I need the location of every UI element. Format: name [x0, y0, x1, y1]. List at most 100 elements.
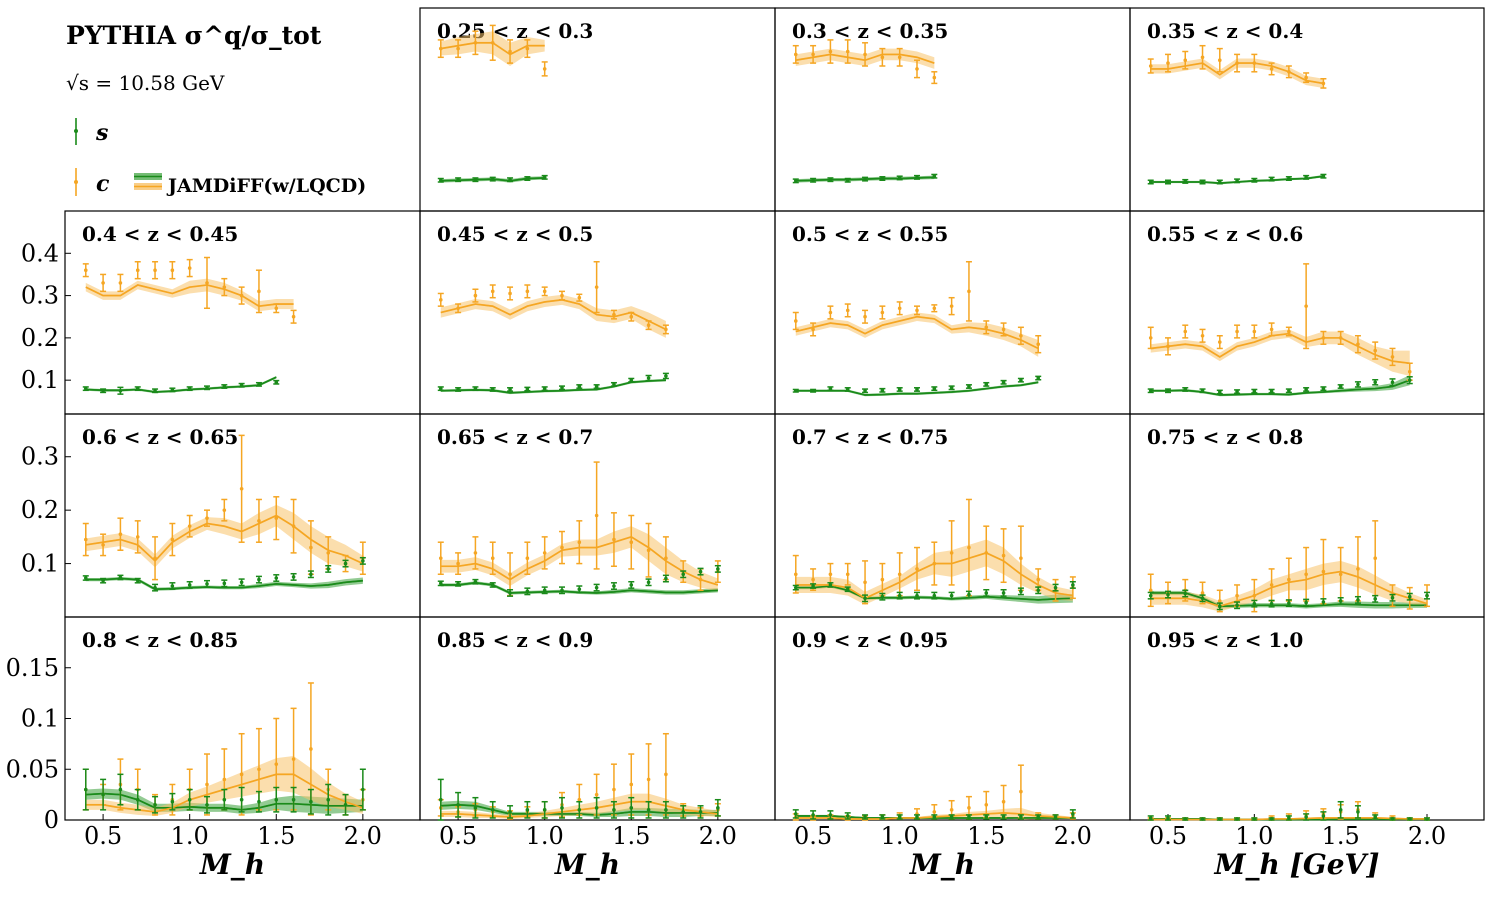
- c-point: [897, 306, 902, 311]
- c-point: [135, 268, 140, 273]
- x-tick-label-0-1: 1.0: [171, 822, 209, 850]
- legend-band-label: JAMDiFF(w/LQCD): [166, 175, 366, 197]
- c-point: [456, 46, 460, 51]
- s-point: [863, 388, 867, 393]
- x-tick-label-1-3: 2.0: [699, 822, 737, 850]
- panel-3: 0.4 < z < 0.45: [82, 222, 297, 395]
- s-point: [646, 376, 651, 380]
- c-point: [1287, 577, 1291, 582]
- s-point: [863, 177, 867, 181]
- s-point: [257, 577, 261, 582]
- panel-12: 0.85 < z < 0.9: [437, 628, 721, 821]
- panel-0: 0.25 < z < 0.3: [437, 19, 593, 183]
- s-point: [984, 591, 989, 595]
- legend-c-label: c: [96, 171, 110, 197]
- s-point: [1235, 389, 1239, 394]
- s-point: [1252, 601, 1257, 606]
- s-point: [897, 176, 902, 180]
- s-point: [577, 808, 582, 812]
- c-point: [153, 556, 157, 561]
- c-point: [309, 545, 313, 550]
- s-point: [525, 589, 530, 594]
- c-point: [594, 792, 599, 797]
- c-point: [984, 802, 989, 807]
- s-point: [932, 174, 937, 178]
- s-point: [967, 592, 971, 597]
- s-point: [170, 388, 175, 392]
- s-point: [793, 812, 798, 816]
- s-point: [915, 815, 919, 819]
- x-tick-label-3-3: 2.0: [1408, 822, 1446, 850]
- s-point: [239, 797, 244, 802]
- c-point: [1001, 799, 1006, 804]
- s-point: [205, 385, 209, 390]
- s-point: [984, 382, 989, 387]
- s-point: [949, 593, 954, 598]
- c-point: [1407, 369, 1412, 374]
- s-point: [490, 177, 495, 181]
- s-point: [153, 585, 157, 590]
- s-point: [1001, 591, 1006, 595]
- s-point: [343, 802, 348, 807]
- c-point: [915, 567, 919, 571]
- s-point: [793, 179, 798, 183]
- s-point: [664, 808, 668, 812]
- s-point: [153, 388, 157, 393]
- s-point: [1183, 179, 1188, 184]
- panel-label-12: 0.85 < z < 0.9: [437, 628, 593, 652]
- s-point: [542, 588, 547, 593]
- s-point: [1200, 596, 1205, 601]
- c-point: [274, 306, 279, 311]
- c-point: [291, 314, 296, 319]
- c-point: [1166, 344, 1170, 349]
- panel-14: 0.95 < z < 1.0: [1147, 628, 1431, 821]
- c-point: [1148, 588, 1153, 593]
- panel-label-11: 0.8 < z < 0.85: [82, 628, 238, 652]
- s-point: [187, 583, 192, 587]
- y-tick-label-3-0: 0: [44, 806, 59, 834]
- c-point: [793, 319, 798, 323]
- s-point: [949, 385, 954, 390]
- s-point: [508, 387, 512, 392]
- s-point: [932, 815, 937, 819]
- c-point: [1304, 304, 1308, 308]
- c-point: [577, 540, 582, 545]
- x-tick-label-3-2: 1.5: [1322, 822, 1360, 850]
- panel-label-13: 0.9 < z < 0.95: [792, 628, 948, 652]
- c-point: [118, 281, 123, 285]
- c-point: [828, 310, 833, 315]
- c-point: [1217, 599, 1222, 603]
- s-point: [629, 378, 634, 382]
- s-point: [274, 797, 279, 802]
- y-tick-label-1-2: 0.3: [21, 282, 59, 310]
- y-tick-label-3-1: 0.05: [6, 755, 59, 783]
- s-point: [274, 576, 279, 580]
- s-point: [257, 382, 261, 387]
- s-point: [897, 387, 902, 392]
- c-point: [257, 767, 261, 772]
- s-point: [1356, 598, 1360, 602]
- c-point: [949, 808, 954, 812]
- s-point: [205, 802, 209, 807]
- y-tick-label-2-0: 0.1: [21, 550, 59, 578]
- c-band: [1150, 58, 1324, 89]
- s-point: [1287, 816, 1291, 820]
- s-point: [1071, 812, 1075, 816]
- s-point: [1287, 176, 1291, 181]
- c-point: [239, 293, 244, 298]
- s-point: [118, 575, 123, 580]
- s-point: [863, 815, 867, 819]
- c-point: [967, 545, 971, 550]
- s-point: [811, 584, 815, 588]
- s-point: [897, 815, 902, 819]
- c-point: [1338, 572, 1343, 577]
- s-point: [456, 582, 460, 586]
- s-point: [1338, 808, 1343, 812]
- c-point: [525, 556, 530, 561]
- c-point: [811, 577, 815, 582]
- c-point: [222, 777, 227, 782]
- s-point: [1217, 180, 1222, 184]
- x-tick-label-3-1: 1.0: [1235, 822, 1273, 850]
- panel-8: 0.65 < z < 0.7: [437, 425, 721, 597]
- s-point: [664, 576, 668, 581]
